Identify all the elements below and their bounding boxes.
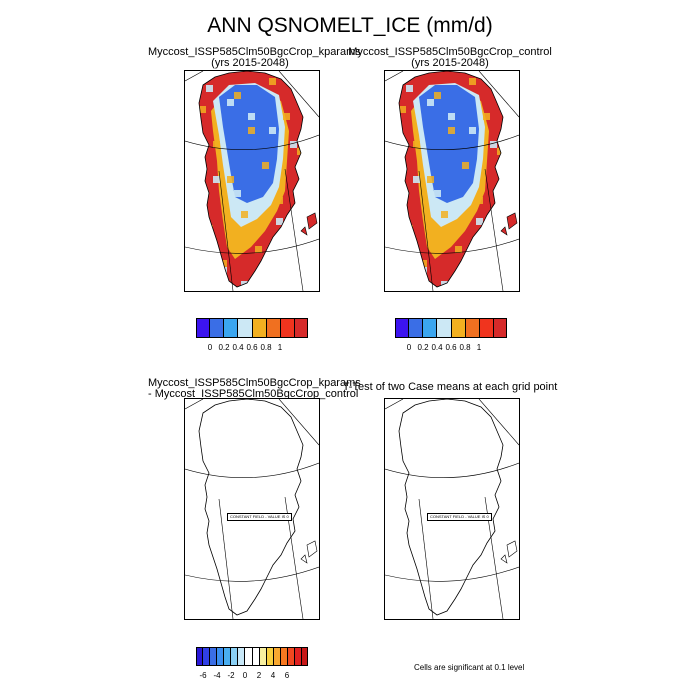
map-panel-3: CONSTANT FIELD - VALUE IS 0 — [184, 398, 320, 620]
panel-1-title: Myccost_ISSP585Clm50BgcCrop_kparams (yrs… — [148, 46, 361, 69]
colorbar-tick-label: 0.8 — [459, 343, 471, 352]
panel-1-title-line2: (yrs 2015-2048) — [211, 57, 289, 69]
colorbar-swatch — [479, 318, 494, 338]
colorbar-tick-label: 6 — [284, 671, 290, 680]
colorbar-tick-label: 1 — [277, 343, 283, 352]
colorbar-tick-label: 0.8 — [260, 343, 272, 352]
panel-2-title-line1: Myccost_ISSP585Clm50BgcCrop_control — [348, 46, 552, 58]
colorbar-swatch — [451, 318, 466, 338]
map-panel-4: CONSTANT FIELD - VALUE IS 0 — [384, 398, 520, 620]
colorbar-tick-label: 2 — [256, 671, 262, 680]
colorbar-swatch — [252, 318, 267, 338]
colorbar-panel-1 — [196, 318, 308, 338]
colorbar-tick-label: 0.4 — [431, 343, 443, 352]
colorbar-swatch — [238, 318, 253, 338]
greenland-map-2 — [385, 71, 519, 291]
panel-3-title: Myccost_ISSP585Clm50BgcCrop_kparams - My… — [148, 377, 361, 400]
map-panel-1 — [184, 70, 320, 292]
colorbar-swatch — [196, 318, 211, 338]
colorbar-tick-label: 1 — [476, 343, 482, 352]
panel-2-title: Myccost_ISSP585Clm50BgcCrop_control (yrs… — [348, 47, 552, 69]
colorbar-swatch — [224, 318, 239, 338]
panel-3-title-line2: - Myccost_ISSP585Clm50BgcCrop_control — [148, 388, 359, 400]
colorbar-swatch — [210, 318, 225, 338]
colorbar-swatch — [252, 647, 260, 666]
colorbar-swatch — [409, 318, 424, 338]
colorbar-swatch — [301, 647, 308, 666]
greenland-map-1 — [185, 71, 319, 291]
constant-field-label: CONSTANT FIELD - VALUE IS 0 — [227, 513, 292, 521]
colorbar-swatch — [245, 647, 253, 666]
colorbar-swatch — [280, 647, 288, 666]
panel-3-title-line1: Myccost_ISSP585Clm50BgcCrop_kparams — [148, 377, 361, 389]
colorbar-swatch — [294, 647, 302, 666]
map-panel-2 — [384, 70, 520, 292]
significance-note: Cells are significant at 0.1 level — [414, 663, 525, 672]
panel-2-title-line2: (yrs 2015-2048) — [411, 57, 489, 69]
panel-1-title-line1: Myccost_ISSP585Clm50BgcCrop_kparams — [148, 46, 361, 58]
colorbar-swatch — [210, 647, 218, 666]
colorbar-tick-label: 0.2 — [417, 343, 429, 352]
colorbar-tick-label: 0 — [242, 671, 248, 680]
colorbar-swatch — [437, 318, 452, 338]
colorbar-tick-label: -6 — [199, 671, 207, 680]
colorbar-swatch — [395, 318, 410, 338]
panel-4-title-line1: T-Test of two Case means at each grid po… — [342, 381, 558, 393]
colorbar-swatch — [259, 647, 267, 666]
colorbar-swatch — [280, 318, 295, 338]
colorbar-swatch — [266, 647, 274, 666]
colorbar-swatch — [231, 647, 239, 666]
greenland-map-3 — [185, 399, 319, 619]
colorbar-swatch — [196, 647, 204, 666]
colorbar-swatch — [217, 647, 225, 666]
colorbar-swatch — [493, 318, 507, 338]
colorbar-swatch — [224, 647, 232, 666]
colorbar-panel-2 — [395, 318, 507, 338]
colorbar-tick-label: 0.2 — [218, 343, 230, 352]
colorbar-tick-label: 0 — [207, 343, 213, 352]
colorbar-swatch — [423, 318, 438, 338]
colorbar-difference — [196, 647, 308, 666]
colorbar-swatch — [465, 318, 480, 338]
colorbar-tick-label: 0.6 — [445, 343, 457, 352]
colorbar-swatch — [273, 647, 281, 666]
greenland-map-4 — [385, 399, 519, 619]
colorbar-tick-label: 0.6 — [246, 343, 258, 352]
colorbar-swatch — [287, 647, 295, 666]
colorbar-swatch — [294, 318, 308, 338]
colorbar-tick-label: -2 — [227, 671, 235, 680]
colorbar-tick-label: 0 — [406, 343, 412, 352]
colorbar-tick-label: -4 — [213, 671, 221, 680]
colorbar-swatch — [203, 647, 211, 666]
constant-field-label: CONSTANT FIELD - VALUE IS 0 — [427, 513, 492, 521]
colorbar-swatch — [238, 647, 246, 666]
figure-title: ANN QSNOMELT_ICE (mm/d) — [207, 14, 493, 37]
colorbar-swatch — [266, 318, 281, 338]
panel-4-title: T-Test of two Case means at each grid po… — [338, 382, 562, 393]
colorbar-tick-label: 0.4 — [232, 343, 244, 352]
colorbar-tick-label: 4 — [270, 671, 276, 680]
